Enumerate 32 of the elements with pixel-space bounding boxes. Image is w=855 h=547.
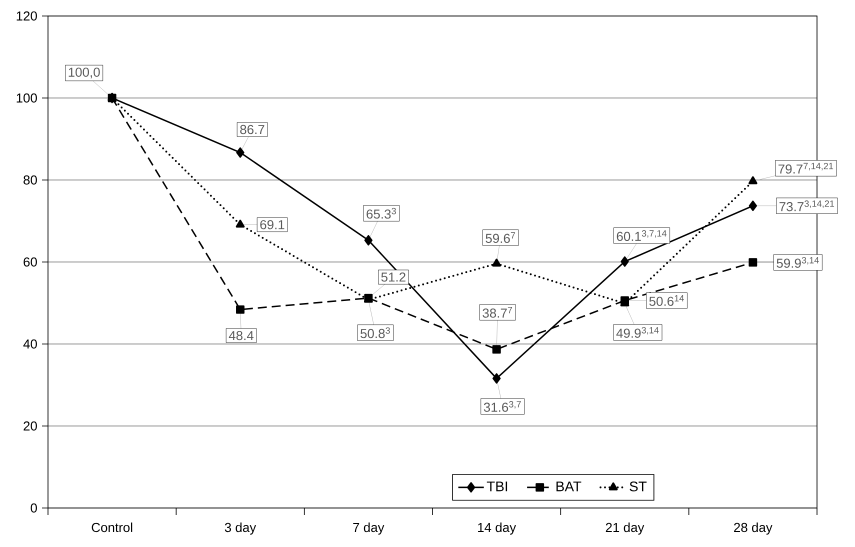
data-label: 59.9$^{3,14}$ <box>776 257 819 268</box>
data-label: 51.2 <box>381 272 406 282</box>
data-label: 48.4 <box>228 330 254 340</box>
data-label: 38.7$^{7}$ <box>482 306 512 318</box>
y-tick-label: 80 <box>24 175 37 185</box>
data-label: 50.6$^{14}$ <box>649 295 684 306</box>
data-label: 69.1 <box>260 220 284 230</box>
x-tick-label: 7 day <box>353 522 384 535</box>
y-tick-label: 40 <box>23 339 37 349</box>
y-tick-label: 0 <box>30 503 37 513</box>
x-tick-label: 28 day <box>734 522 772 535</box>
y-tick-label: 120 <box>16 11 37 21</box>
data-label: 50.8$^{3}$ <box>360 327 390 338</box>
legend-label: ST <box>630 481 647 492</box>
data-label: 65.3$^{3}$ <box>366 208 396 219</box>
data-label: 79.7$^{7,14,21}$ <box>778 162 834 174</box>
data-label: 73.7$^{3,14,21}$ <box>780 200 834 212</box>
data-label: 31.6$^{3,7}$ <box>484 401 521 412</box>
legend-label: BAT <box>556 482 582 492</box>
data-label: 49.9$^{3,14}$ <box>616 327 659 338</box>
x-tick-label: 21 day <box>606 522 644 535</box>
legend-label: TBI <box>486 482 508 492</box>
data-label: 100,0 <box>68 68 100 78</box>
data-label: 60.1$^{3,7,14}$ <box>616 230 667 241</box>
x-tick-label: 3 day <box>224 522 256 535</box>
y-tick-label: 100 <box>16 93 37 103</box>
y-tick-label: 60 <box>24 257 37 267</box>
data-label: 59.6$^{7}$ <box>486 232 516 243</box>
data-label: 86.7 <box>240 124 264 134</box>
x-tick-label: Control <box>92 522 132 532</box>
x-tick-label: 14 day <box>478 522 516 535</box>
y-tick-label: 20 <box>24 421 37 431</box>
